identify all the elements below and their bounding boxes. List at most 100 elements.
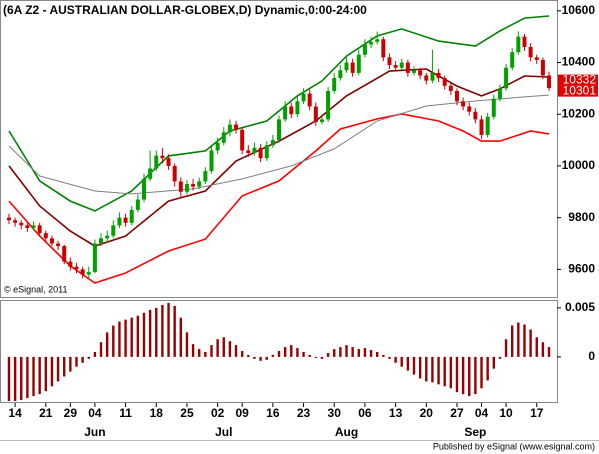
- x-tick-label: 18: [150, 406, 164, 420]
- candle-body: [197, 181, 202, 187]
- histogram-bar: [44, 356, 47, 392]
- candle-body: [442, 78, 447, 86]
- candle-body: [540, 59, 545, 76]
- candle-body: [485, 116, 490, 135]
- histogram-bar: [99, 342, 103, 357]
- candle-body: [270, 140, 275, 146]
- candle-body: [497, 88, 502, 99]
- candle-body: [80, 269, 85, 275]
- histogram-bar: [265, 356, 268, 360]
- histogram-bar: [547, 347, 551, 357]
- x-tick-label: 02: [211, 406, 225, 420]
- histogram-bar: [210, 345, 213, 357]
- candle-body: [99, 238, 104, 244]
- x-tick-label: 14: [8, 406, 22, 420]
- x-tick-label: 17: [530, 406, 544, 420]
- histogram-bar: [124, 319, 127, 357]
- candle-body: [516, 36, 521, 53]
- histogram-bar: [142, 312, 146, 357]
- band-line: [8, 113, 550, 284]
- x-tick-label: 16: [266, 406, 280, 420]
- candle-body: [111, 225, 116, 236]
- candle-body: [148, 168, 153, 179]
- histogram-bar: [179, 317, 183, 357]
- candle-body: [123, 217, 128, 223]
- histogram-bar: [418, 356, 422, 379]
- histogram-bar: [118, 321, 121, 357]
- candle-body: [172, 165, 177, 182]
- histogram-bar: [437, 356, 440, 385]
- candle-body: [221, 132, 226, 143]
- histogram-bar: [369, 350, 373, 357]
- candle-body: [510, 52, 515, 68]
- histogram-bar: [443, 356, 446, 387]
- histogram-bar: [296, 348, 299, 357]
- histogram-bar: [326, 352, 330, 357]
- histogram-bar: [308, 354, 311, 357]
- candle-body: [301, 93, 306, 102]
- histogram-bar: [425, 356, 428, 382]
- histogram-bar: [7, 356, 11, 402]
- histogram-bar: [20, 356, 23, 401]
- x-tick-label: 13: [389, 406, 403, 420]
- histogram-bar: [394, 356, 397, 363]
- month-label: Jul: [215, 425, 232, 439]
- candle-body: [37, 225, 42, 234]
- month-label: Jun: [84, 425, 105, 439]
- histogram-bar: [136, 315, 140, 357]
- x-tick-label: 04: [475, 406, 489, 420]
- candle-body: [178, 181, 183, 192]
- histogram-bar: [87, 356, 90, 359]
- candle-body: [56, 243, 61, 247]
- candle-body: [319, 119, 324, 122]
- candle-body: [307, 93, 312, 107]
- histogram-bar: [13, 356, 17, 402]
- candle-body: [283, 106, 288, 120]
- histogram-bar: [155, 307, 158, 357]
- histogram-bar: [185, 332, 189, 357]
- histogram-bar: [283, 347, 287, 357]
- candle-body: [313, 106, 318, 122]
- price-marker-box: [558, 74, 598, 86]
- candle-body: [209, 150, 214, 172]
- histogram-bar: [105, 332, 109, 357]
- y-tick-label: 10600: [562, 3, 596, 17]
- x-tick-label: 04: [88, 406, 102, 420]
- histogram-bar: [541, 342, 545, 357]
- candle-body: [534, 57, 539, 60]
- candle-body: [246, 150, 251, 154]
- x-tick-label: 20: [420, 406, 434, 420]
- histogram-bar: [480, 356, 483, 389]
- y-tick-label: 0: [588, 349, 595, 363]
- histogram-bar: [320, 356, 324, 359]
- x-tick-label: 06: [358, 406, 372, 420]
- y-tick-label: 10400: [562, 55, 596, 69]
- histogram-bar: [504, 339, 508, 357]
- candle-body: [473, 111, 478, 120]
- x-tick-label: 30: [328, 406, 342, 420]
- candle-body: [479, 119, 484, 135]
- histogram-bar: [388, 356, 391, 359]
- candle-body: [129, 209, 134, 223]
- histogram-bar: [357, 349, 360, 357]
- candle-body: [393, 65, 398, 68]
- candle-body: [160, 155, 165, 159]
- copyright: © eSignal, 2011: [4, 284, 68, 294]
- candle-body: [240, 129, 245, 151]
- histogram-bar: [167, 302, 170, 357]
- month-label: Aug: [335, 425, 358, 439]
- y-tick-label: 10200: [562, 106, 596, 120]
- candle-body: [350, 62, 355, 73]
- x-tick-label: 29: [64, 406, 78, 420]
- candle-body: [184, 184, 189, 192]
- histogram-bar: [314, 356, 318, 358]
- histogram-bar: [517, 322, 520, 357]
- candle-body: [86, 271, 91, 275]
- histogram-bar: [161, 304, 164, 357]
- histogram-bar: [412, 356, 416, 375]
- histogram-bar: [240, 351, 244, 357]
- histogram-bar: [148, 309, 152, 357]
- candle-body: [418, 70, 423, 76]
- candle-body: [405, 62, 410, 73]
- histogram-bar: [38, 356, 41, 395]
